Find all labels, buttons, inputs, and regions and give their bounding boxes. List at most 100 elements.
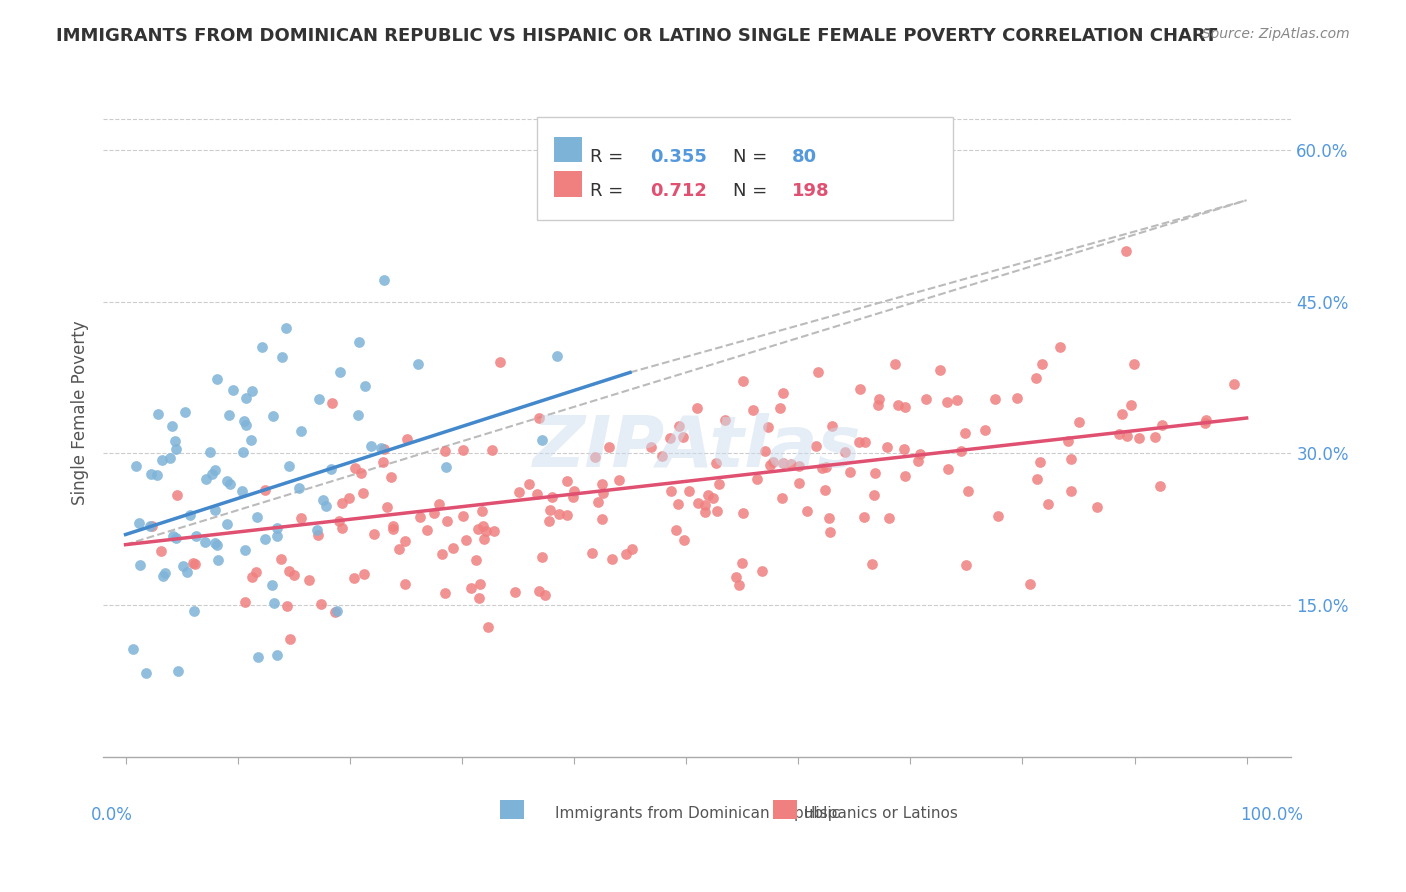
Point xyxy=(818,511,841,525)
Point xyxy=(772,491,794,506)
Point xyxy=(820,418,842,433)
Text: R =: R = xyxy=(591,182,630,200)
Point xyxy=(464,553,486,567)
Text: 198: 198 xyxy=(793,182,830,200)
Point xyxy=(672,533,695,548)
Point xyxy=(215,516,238,531)
Point xyxy=(973,423,995,437)
FancyBboxPatch shape xyxy=(773,800,797,819)
Point xyxy=(955,558,977,572)
Point xyxy=(432,547,454,561)
Point xyxy=(179,508,201,522)
Point xyxy=(315,500,337,514)
Point xyxy=(232,444,254,458)
Point xyxy=(815,460,838,475)
Point xyxy=(328,515,350,529)
Point xyxy=(218,408,240,422)
Point xyxy=(751,564,773,578)
Point xyxy=(353,566,375,581)
Text: 0.0%: 0.0% xyxy=(91,805,134,823)
Point xyxy=(598,441,620,455)
Point xyxy=(165,531,187,545)
Point xyxy=(321,396,343,410)
Point xyxy=(165,442,187,457)
Point xyxy=(353,379,375,393)
Point xyxy=(165,434,187,449)
Point xyxy=(696,488,718,502)
Point xyxy=(235,391,257,405)
Point xyxy=(250,340,273,354)
Point xyxy=(260,577,283,591)
Point xyxy=(146,467,169,482)
Point xyxy=(347,334,370,349)
Point xyxy=(561,490,583,504)
Point xyxy=(278,632,301,647)
Text: 100.0%: 100.0% xyxy=(1240,805,1303,823)
Point xyxy=(839,466,862,480)
Point xyxy=(159,450,181,465)
Point xyxy=(592,486,614,500)
Point xyxy=(780,457,803,471)
Point xyxy=(160,419,183,434)
Point xyxy=(308,392,330,406)
Point xyxy=(489,355,512,369)
Point xyxy=(704,456,727,470)
Point xyxy=(769,401,792,416)
Point xyxy=(529,411,551,425)
Point xyxy=(1085,500,1108,514)
Point xyxy=(1115,429,1137,443)
Point xyxy=(394,534,416,549)
Point xyxy=(204,463,226,477)
Point xyxy=(205,538,228,552)
Point xyxy=(166,488,188,502)
Point xyxy=(665,523,688,537)
Point xyxy=(352,485,374,500)
Point xyxy=(1049,340,1071,354)
FancyBboxPatch shape xyxy=(554,171,582,196)
Point xyxy=(326,604,349,618)
Point xyxy=(128,516,150,530)
Point xyxy=(337,491,360,505)
Point xyxy=(371,455,394,469)
Point xyxy=(591,477,613,491)
Point xyxy=(167,665,190,679)
Point xyxy=(254,483,277,497)
Point xyxy=(860,557,883,571)
Point xyxy=(804,439,827,453)
Point xyxy=(246,510,269,524)
Point xyxy=(1060,452,1083,467)
Point xyxy=(678,483,700,498)
Point xyxy=(423,506,446,520)
Point xyxy=(938,462,960,476)
Point xyxy=(1194,413,1216,427)
Point xyxy=(731,506,754,520)
Point xyxy=(150,544,173,558)
Point xyxy=(121,642,143,657)
Point xyxy=(530,550,553,565)
Point xyxy=(468,576,491,591)
Point xyxy=(876,440,898,454)
Point xyxy=(283,567,305,582)
Point xyxy=(733,374,755,388)
Point xyxy=(686,401,709,416)
Point xyxy=(600,551,623,566)
Point xyxy=(472,532,495,546)
Point xyxy=(347,408,370,422)
Point xyxy=(742,403,765,417)
Point xyxy=(207,372,229,386)
Point xyxy=(266,648,288,663)
Point xyxy=(290,511,312,525)
Point xyxy=(877,511,900,525)
Point xyxy=(307,527,329,541)
Point xyxy=(787,476,810,491)
Point xyxy=(503,585,526,599)
Point xyxy=(433,444,456,458)
Point xyxy=(668,419,690,434)
Point xyxy=(471,519,494,533)
Point xyxy=(863,488,886,502)
Text: 80: 80 xyxy=(793,148,817,166)
Point xyxy=(848,434,870,449)
Point xyxy=(787,458,810,473)
Text: N =: N = xyxy=(733,182,773,200)
Point xyxy=(150,453,173,467)
